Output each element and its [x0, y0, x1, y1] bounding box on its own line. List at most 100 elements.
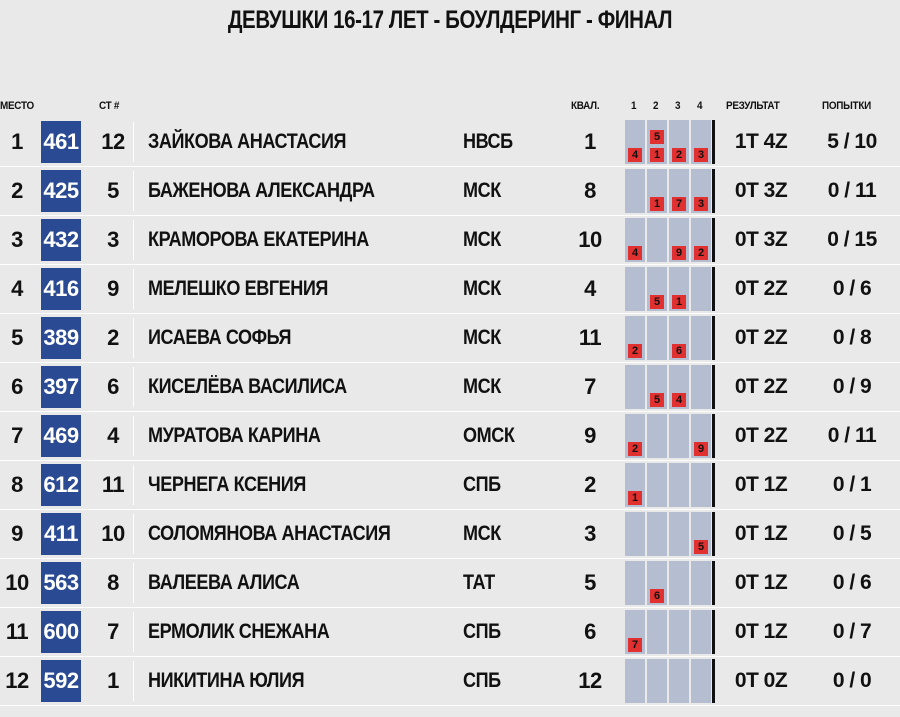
zone-attempts-badge: 7	[672, 197, 686, 211]
athlete-name: КИСЕЛЁВА ВАСИЛИСА	[148, 375, 347, 398]
column-divider	[133, 563, 134, 603]
column-divider	[133, 514, 134, 554]
problems-end-divider	[712, 169, 715, 213]
problem-4-box: 5	[691, 512, 711, 556]
bib-number: 563	[41, 562, 81, 604]
athlete-name: МУРАТОВА КАРИНА	[148, 424, 321, 447]
qualification-rank: 1	[584, 129, 596, 154]
problems-end-divider	[712, 512, 715, 556]
problem-4-box: 3	[691, 169, 711, 213]
problem-2-box	[647, 659, 667, 703]
bib-number: 411	[41, 513, 81, 555]
problem-3-box: 1	[669, 267, 689, 311]
problem-3-box	[669, 561, 689, 605]
column-divider	[133, 612, 134, 652]
result-cell: 0T 2Z	[734, 277, 788, 300]
header-attempts: ПОПЫТКИ	[822, 100, 871, 112]
start-number: 10	[101, 521, 125, 546]
table-row: 2 425 5 БАЖЕНОВА АЛЕКСАНДРА МСК 8 0T 3Z 0 / 11 1…	[0, 167, 900, 216]
problem-1-box: 7	[625, 610, 645, 654]
qualification-rank: 11	[578, 325, 602, 350]
table-row: 12 592 1 НИКИТИНА ЮЛИЯ СПБ 12 0T 0Z 0 / 0	[0, 657, 900, 706]
problem-1-box: 2	[625, 316, 645, 360]
header-problem-3: 3	[675, 100, 681, 112]
zone-attempts-badge: 4	[628, 246, 642, 260]
team-name: МСК	[463, 326, 501, 349]
result-cell: 0T 2Z	[734, 375, 788, 398]
zone-attempts-badge: 2	[628, 442, 642, 456]
problem-2-box: 5	[647, 365, 667, 409]
problem-1-box: 2	[625, 414, 645, 458]
attempts-cell: 0 / 0	[832, 669, 872, 692]
header-start-number: СТ #	[99, 100, 120, 112]
place-cell: 9	[11, 521, 23, 546]
qualification-rank: 3	[584, 521, 596, 546]
athlete-name: ЧЕРНЕГА КСЕНИЯ	[148, 473, 306, 496]
team-name: СПБ	[463, 669, 501, 692]
zone-attempts-badge: 5	[650, 393, 664, 407]
place-cell: 8	[11, 472, 23, 497]
header-result: РЕЗУЛЬТАТ	[726, 100, 780, 112]
athlete-name: ВАЛЕЕВА АЛИСА	[148, 571, 300, 594]
athlete-name: ЕРМОЛИК СНЕЖАНА	[148, 620, 330, 643]
zone-attempts-badge: 2	[694, 246, 708, 260]
column-divider	[133, 661, 134, 701]
zone-attempts-badge: 7	[628, 638, 642, 652]
column-divider	[133, 318, 134, 358]
problem-2-box: 1	[647, 169, 667, 213]
zone-attempts-badge: 2	[628, 344, 642, 358]
column-divider	[133, 416, 134, 456]
zone-attempts-badge: 2	[672, 148, 686, 162]
bib-number: 397	[41, 366, 81, 408]
place-cell: 12	[5, 668, 29, 693]
team-name: МСК	[463, 522, 501, 545]
team-name: МСК	[463, 179, 501, 202]
problem-1-box: 4	[625, 218, 645, 262]
team-name: НВСБ	[463, 130, 513, 153]
bib-number: 592	[41, 660, 81, 702]
zone-attempts-badge: 1	[650, 197, 664, 211]
athlete-name: КРАМОРОВА ЕКАТЕРИНА	[148, 228, 369, 251]
problems-end-divider	[712, 463, 715, 507]
problem-4-box	[691, 267, 711, 311]
result-cell: 0T 3Z	[734, 179, 788, 202]
problem-3-box	[669, 463, 689, 507]
problem-2-box	[647, 610, 667, 654]
problems-end-divider	[712, 120, 715, 164]
column-divider	[133, 122, 134, 162]
attempts-cell: 0 / 1	[832, 473, 872, 496]
qualification-rank: 7	[584, 374, 596, 399]
start-number: 4	[107, 423, 119, 448]
bib-number: 600	[41, 611, 81, 653]
attempts-cell: 0 / 5	[832, 522, 872, 545]
bib-number: 432	[41, 219, 81, 261]
zone-attempts-badge: 1	[650, 148, 664, 162]
problem-1-box	[625, 659, 645, 703]
qualification-rank: 12	[578, 668, 602, 693]
problem-1-box	[625, 561, 645, 605]
problem-1-box: 4	[625, 120, 645, 164]
qualification-rank: 8	[584, 178, 596, 203]
start-number: 2	[107, 325, 119, 350]
header-place: МЕСТО	[0, 100, 34, 112]
result-cell: 0T 2Z	[734, 424, 788, 447]
place-cell: 2	[11, 178, 23, 203]
qualification-rank: 10	[578, 227, 602, 252]
athlete-name: СОЛОМЯНОВА АНАСТАСИЯ	[148, 522, 391, 545]
column-divider	[133, 269, 134, 309]
problem-2-box	[647, 218, 667, 262]
problem-4-box	[691, 365, 711, 409]
place-cell: 11	[5, 619, 29, 644]
header-problem-1: 1	[631, 100, 637, 112]
attempts-cell: 0 / 11	[827, 424, 877, 447]
attempts-cell: 0 / 8	[832, 326, 872, 349]
page-title: ДЕВУШКИ 16-17 ЛЕТ - БОУЛДЕРИНГ - ФИНАЛ	[227, 6, 673, 34]
problem-1-box	[625, 512, 645, 556]
start-number: 9	[107, 276, 119, 301]
zone-attempts-badge: 6	[672, 344, 686, 358]
start-number: 5	[107, 178, 119, 203]
result-cell: 0T 2Z	[734, 326, 788, 349]
problem-3-box: 2	[669, 120, 689, 164]
qualification-rank: 5	[584, 570, 596, 595]
team-name: МСК	[463, 277, 501, 300]
